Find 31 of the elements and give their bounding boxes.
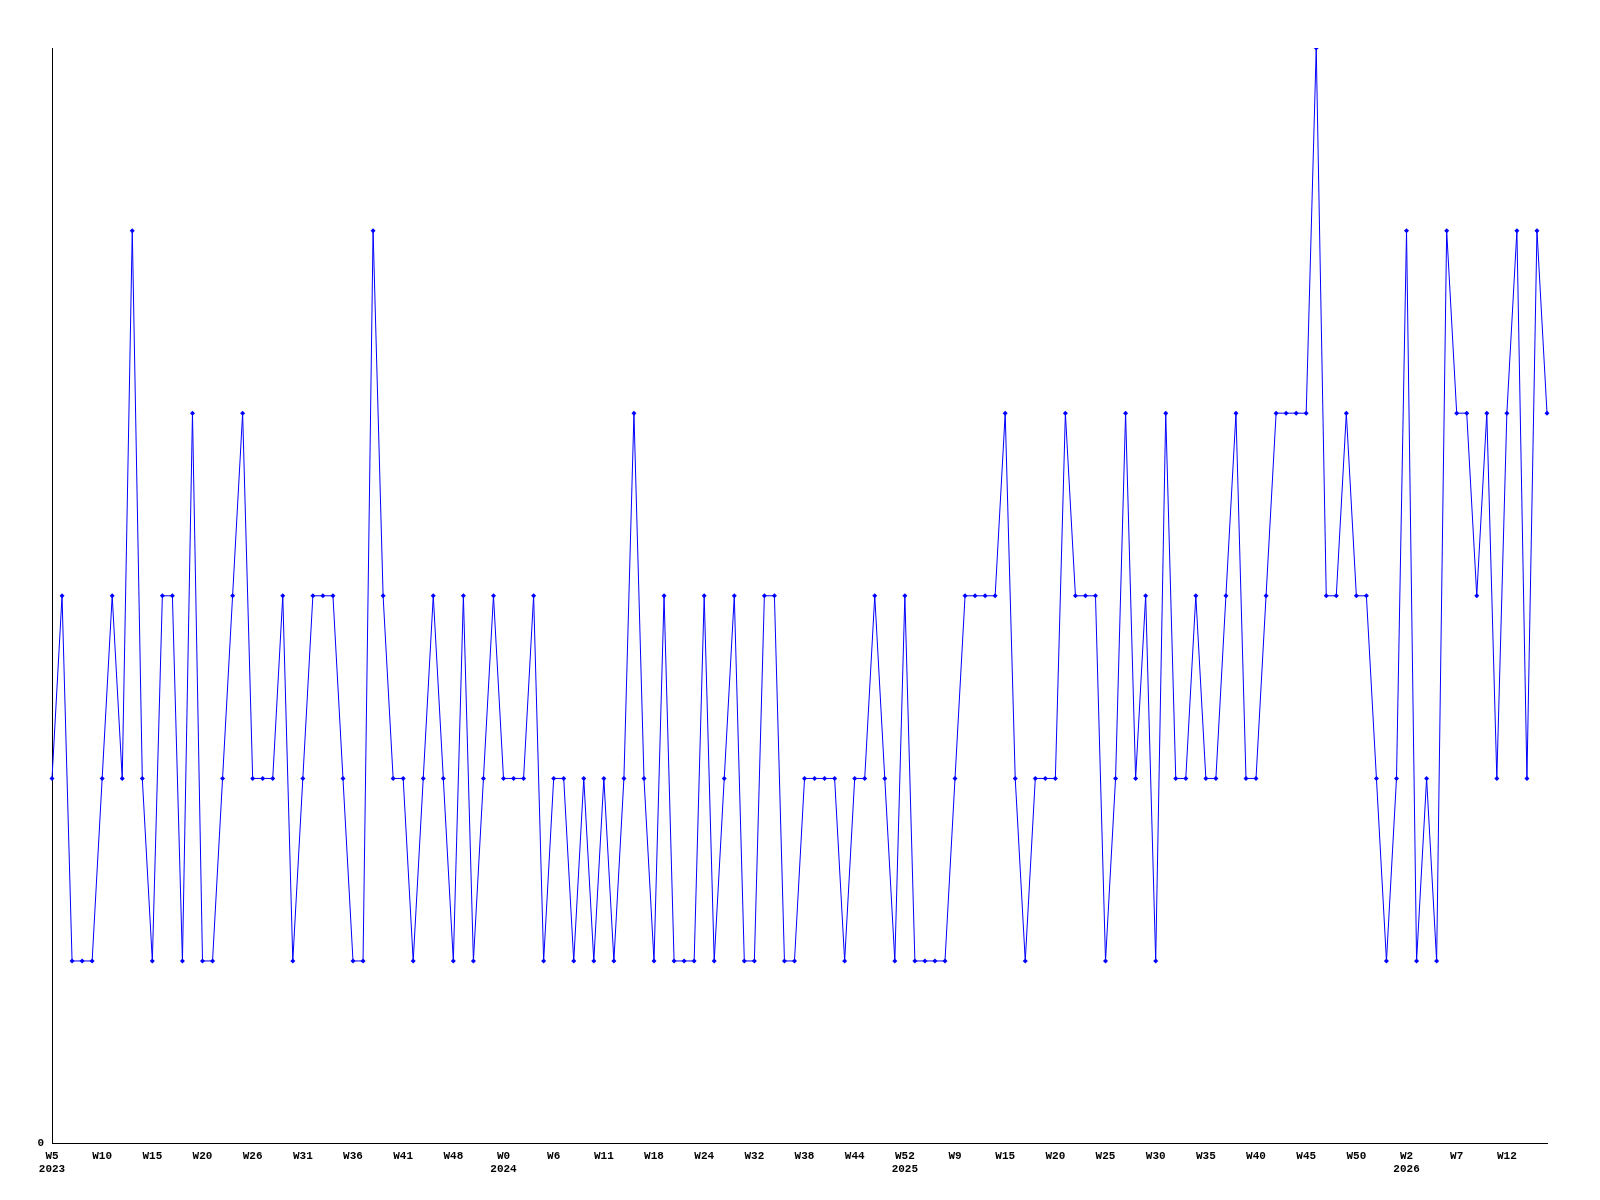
x-tick-label: W45 [1296, 1149, 1317, 1162]
x-tick-label: W44 [844, 1149, 865, 1162]
x-tick-label: W38 [794, 1149, 815, 1162]
x-tick-label: W6 [547, 1149, 561, 1162]
x-tick-label: W40 [1246, 1149, 1266, 1162]
x-tick-label: W32 [744, 1149, 765, 1162]
x-tick-label: W25 [1095, 1149, 1116, 1162]
x-tick-label: W52 2025 [891, 1149, 919, 1176]
x-tick-label: W31 [292, 1149, 314, 1162]
x-tick-label: W35 [1195, 1149, 1217, 1162]
text: 0 [37, 1137, 44, 1150]
x-tick-label: W7 [1450, 1149, 1464, 1162]
x-tick-label: W2 2026 [1393, 1149, 1420, 1176]
x-tick-label: W12 [1496, 1149, 1517, 1162]
x-tick-label: W36 [343, 1149, 363, 1162]
x-tick-label: W15 [995, 1149, 1016, 1162]
x-tick-label: W20 [192, 1149, 213, 1162]
x-tick-label: W26 [242, 1149, 263, 1162]
x-tick-label: W20 [1045, 1149, 1066, 1162]
x-tick-label: W24 [694, 1149, 715, 1162]
x-tick-label: W15 [142, 1149, 163, 1162]
x-tick-label: W41 [393, 1149, 414, 1162]
x-tick-label: W48 [443, 1149, 464, 1162]
x-tick-label: W30 [1145, 1149, 1166, 1162]
x-tick-label: W10 [92, 1149, 113, 1162]
x-tick-label: W5 2023 [38, 1149, 66, 1176]
x-tick-label: W50 [1346, 1149, 1367, 1162]
x-tick-label: W9 [948, 1149, 962, 1162]
x-tick-label: W11 [593, 1149, 615, 1162]
x-tick-label: W18 [644, 1149, 665, 1162]
x-tick-label: W0 2024 [490, 1149, 518, 1176]
